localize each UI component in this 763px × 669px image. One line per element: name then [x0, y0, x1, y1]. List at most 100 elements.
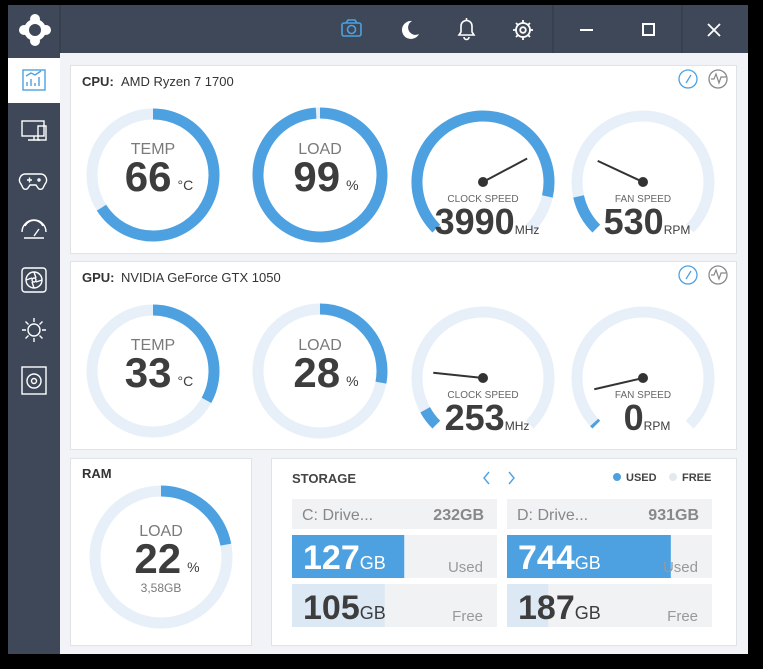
- value: 105: [303, 589, 360, 627]
- ring-value: [252, 107, 388, 243]
- gamepad-icon[interactable]: [18, 173, 48, 190]
- ring-value: [319, 303, 388, 384]
- gauge-value: 253MHz: [445, 397, 530, 438]
- drive-name: C: Drive...: [302, 507, 373, 524]
- value: 127: [303, 539, 360, 577]
- value: 28: [293, 349, 340, 396]
- lighting-icon[interactable]: [22, 318, 46, 342]
- detail-button-needle: [685, 74, 692, 84]
- value: 931: [648, 507, 675, 524]
- value: 530: [604, 201, 664, 242]
- moon-icon[interactable]: [401, 20, 419, 39]
- value: 3990: [435, 201, 515, 242]
- logo[interactable]: [19, 14, 51, 46]
- value: 99: [293, 153, 340, 200]
- drive-total: 232GB: [433, 507, 484, 524]
- unit: GB: [575, 603, 601, 623]
- close-button[interactable]: [707, 23, 721, 37]
- history-button-wave: [711, 72, 726, 85]
- free-bar: [292, 584, 385, 627]
- bell-icon[interactable]: [457, 18, 476, 41]
- gauge-label: LOAD: [298, 141, 342, 158]
- gauge-icon[interactable]: [21, 219, 47, 239]
- unit: RPM: [664, 223, 691, 237]
- sidebar-item-selected[interactable]: [8, 58, 60, 103]
- gauge-hub: [638, 373, 648, 383]
- unit: %: [346, 177, 358, 193]
- gauge-track: [571, 306, 715, 429]
- value: 253: [445, 397, 505, 438]
- storage-title: STORAGE: [292, 471, 356, 486]
- gauge-value: 3990MHz: [435, 201, 540, 242]
- drive-name: D: Drive...: [517, 507, 588, 524]
- device-name: NVIDIA GeForce GTX 1050: [121, 270, 281, 285]
- legend-dot-free: [669, 473, 677, 481]
- top-bar: [8, 5, 748, 53]
- legend-free: FREE: [682, 472, 711, 484]
- detail-button[interactable]: [678, 265, 698, 285]
- unit: GB: [360, 603, 386, 623]
- value: 232: [433, 507, 460, 524]
- gauge-track: [411, 306, 555, 429]
- drive-header: [292, 499, 497, 529]
- drive-total: 931GB: [648, 507, 699, 524]
- unit: °C: [178, 177, 194, 193]
- gauge-fill: [573, 194, 601, 233]
- unit: MHz: [505, 419, 530, 433]
- prev-arrow[interactable]: [483, 471, 490, 485]
- value: 22: [134, 535, 181, 582]
- used-bar: [507, 535, 671, 578]
- gauge-label: LOAD: [298, 337, 342, 354]
- gauge-needle: [594, 377, 644, 391]
- free-label: Free: [667, 608, 698, 625]
- gauge-label: CLOCK SPEED: [447, 194, 518, 205]
- detail-button-needle: [685, 270, 692, 280]
- fan-icon[interactable]: [21, 267, 47, 293]
- gauge-label: FAN SPEED: [615, 194, 671, 205]
- ring-value: [152, 304, 220, 404]
- value: 187: [518, 589, 575, 627]
- detail-button[interactable]: [678, 69, 698, 89]
- gear-icon[interactable]: [513, 20, 533, 40]
- next-arrow[interactable]: [508, 471, 515, 485]
- ring-value: [160, 485, 232, 546]
- ring-value: [96, 108, 220, 242]
- unit: %: [187, 559, 199, 575]
- gauge-fill: [590, 418, 601, 429]
- gauge-value: 66 °C: [125, 153, 193, 200]
- gpu-card: [70, 261, 737, 450]
- gauge-hub: [478, 373, 488, 383]
- pc-icon[interactable]: [21, 120, 47, 141]
- unit: GB: [675, 507, 699, 524]
- unit: °C: [178, 373, 194, 389]
- history-button[interactable]: [708, 265, 728, 285]
- gauge-value: 530RPM: [604, 201, 691, 242]
- value: 744: [518, 539, 575, 577]
- history-button-wave: [711, 268, 726, 281]
- gauge-hub: [638, 177, 648, 187]
- value: 0: [624, 397, 644, 438]
- free-value: 105GB: [303, 589, 386, 627]
- unit: GB: [575, 553, 601, 573]
- gauge-fill: [411, 110, 555, 233]
- gauge-needle: [433, 371, 484, 379]
- used-label: Used: [663, 559, 698, 576]
- dashboard-icon[interactable]: [22, 69, 46, 91]
- device-name: AMD Ryzen 7 1700: [121, 74, 234, 89]
- history-button[interactable]: [708, 69, 728, 89]
- unit: RPM: [644, 419, 671, 433]
- free-value: 187GB: [518, 589, 601, 627]
- value: 66: [125, 153, 172, 200]
- audio-icon[interactable]: [21, 366, 47, 395]
- ram-detail: 3,58GB: [141, 581, 182, 595]
- sidebar: [8, 53, 60, 654]
- camera-icon[interactable]: [341, 19, 362, 37]
- used-label: Used: [448, 559, 483, 576]
- maximize-button[interactable]: [642, 23, 655, 36]
- unit: GB: [460, 507, 484, 524]
- cpu-card: [70, 65, 737, 254]
- unit: %: [346, 373, 358, 389]
- gauge-value: 99%: [293, 153, 358, 200]
- gauge-needle: [482, 157, 528, 183]
